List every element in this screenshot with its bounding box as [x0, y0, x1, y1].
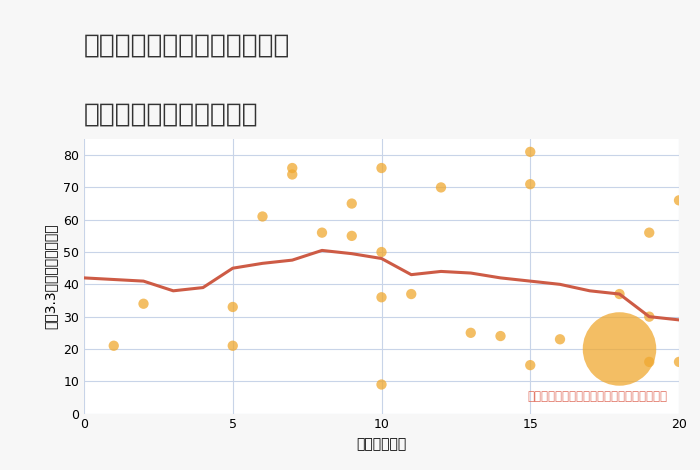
- Point: [614, 290, 625, 298]
- Point: [644, 313, 655, 321]
- Point: [644, 358, 655, 366]
- Text: 駅距離別中古戸建て価格: 駅距離別中古戸建て価格: [84, 102, 258, 127]
- X-axis label: 駅距離（分）: 駅距離（分）: [356, 437, 407, 451]
- Text: 兵庫県たつの市御津町室津の: 兵庫県たつの市御津町室津の: [84, 33, 290, 59]
- Point: [227, 303, 238, 311]
- Point: [435, 184, 447, 191]
- Point: [376, 293, 387, 301]
- Point: [316, 229, 328, 236]
- Point: [287, 171, 298, 178]
- Point: [554, 336, 566, 343]
- Point: [525, 148, 536, 156]
- Point: [108, 342, 119, 350]
- Point: [406, 290, 417, 298]
- Y-axis label: 坪（3.3㎡）単価（万円）: 坪（3.3㎡）単価（万円）: [43, 223, 57, 329]
- Point: [673, 358, 685, 366]
- Point: [614, 345, 625, 353]
- Point: [138, 300, 149, 307]
- Point: [376, 381, 387, 388]
- Point: [525, 180, 536, 188]
- Point: [346, 200, 357, 207]
- Point: [227, 342, 238, 350]
- Point: [525, 361, 536, 369]
- Text: 円の大きさは、取引のあった物件面積を示す: 円の大きさは、取引のあった物件面積を示す: [527, 390, 667, 403]
- Point: [346, 232, 357, 240]
- Point: [644, 229, 655, 236]
- Point: [376, 248, 387, 256]
- Point: [287, 164, 298, 172]
- Point: [495, 332, 506, 340]
- Point: [257, 213, 268, 220]
- Point: [673, 196, 685, 204]
- Point: [376, 164, 387, 172]
- Point: [465, 329, 476, 337]
